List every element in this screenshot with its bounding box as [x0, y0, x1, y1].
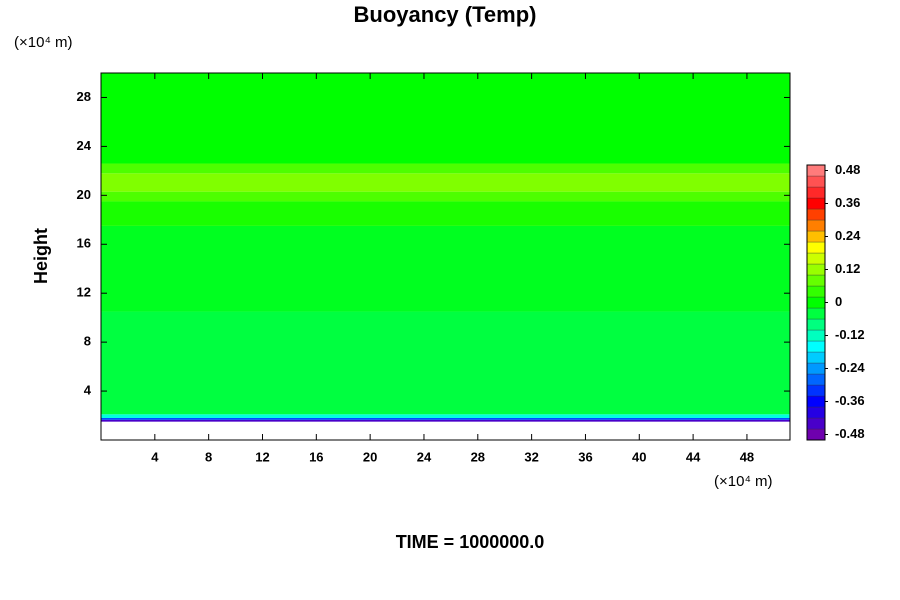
colorbar-step: [806, 263, 826, 276]
colorbar-step: [806, 175, 826, 188]
colorbar-tick-label: 0.12: [835, 261, 860, 276]
colorbar-step: [806, 373, 826, 386]
colorbar-step: [806, 274, 826, 287]
colorbar-tick-label: -0.36: [835, 393, 865, 408]
x-tick-label: 24: [417, 449, 432, 464]
colorbar-step: [806, 384, 826, 397]
y-tick-label: 16: [77, 236, 91, 251]
colorbar-step: [806, 164, 826, 177]
footer: TIME = 1000000.0: [396, 532, 545, 552]
y-tick-label: 12: [77, 285, 91, 300]
x-tick-label: 36: [578, 449, 592, 464]
colorbar-step: [806, 219, 826, 232]
colorbar-tick-label: -0.24: [835, 360, 865, 375]
x-unit-label: (×10⁴ m): [714, 473, 773, 490]
colorbar-step: [806, 395, 826, 408]
colorbar-tick-label: 0.48: [835, 162, 860, 177]
colorbar-step: [806, 186, 826, 199]
colorbar-step: [806, 428, 826, 441]
band: [101, 173, 790, 192]
colorbar-step: [806, 318, 826, 331]
plot-frame: [100, 72, 791, 441]
colorbar-tick-label: 0: [835, 294, 842, 309]
colorbar-tick-label: 0.36: [835, 195, 860, 210]
colorbar-tick-label: 0.24: [835, 228, 861, 243]
colorbar-step: [806, 285, 826, 298]
colorbar-step: [806, 307, 826, 320]
band: [101, 417, 790, 420]
band: [101, 419, 790, 422]
x-tick-label: 28: [471, 449, 485, 464]
colorbar-step: [806, 340, 826, 353]
y-tick-label: 24: [77, 138, 92, 153]
colorbar-step: [806, 208, 826, 221]
colorbar-step: [806, 351, 826, 364]
band: [101, 73, 790, 164]
y-axis-label: Height: [31, 228, 51, 284]
band: [101, 191, 790, 202]
y-tick-label: 20: [77, 187, 91, 202]
band: [101, 311, 790, 415]
colorbar-step: [806, 252, 826, 265]
band: [101, 414, 790, 418]
colorbar-tick-label: -0.12: [835, 327, 865, 342]
chart-title: Buoyancy (Temp): [354, 2, 537, 27]
colorbar-step: [806, 362, 826, 375]
x-tick-label: 12: [255, 449, 269, 464]
x-tick-label: 40: [632, 449, 646, 464]
y-tick-label: 4: [84, 383, 92, 398]
colorbar-step: [806, 329, 826, 342]
band: [101, 225, 790, 312]
x-tick-label: 32: [524, 449, 538, 464]
colorbar-step: [806, 417, 826, 430]
x-tick-label: 48: [740, 449, 754, 464]
y-tick-label: 8: [84, 334, 91, 349]
x-tick-label: 20: [363, 449, 377, 464]
colorbar-step: [806, 296, 826, 309]
colorbar-step: [806, 197, 826, 210]
x-tick-label: 44: [686, 449, 701, 464]
x-tick-label: 16: [309, 449, 323, 464]
colorbar-step: [806, 241, 826, 254]
colorbar-step: [806, 230, 826, 243]
colorbar-step: [806, 406, 826, 419]
band: [101, 201, 790, 226]
colorbar-tick-label: -0.48: [835, 426, 865, 441]
y-tick-label: 28: [77, 89, 91, 104]
y-unit-label: (×10⁴ m): [14, 34, 73, 51]
x-tick-label: 4: [151, 449, 159, 464]
x-tick-label: 8: [205, 449, 212, 464]
band: [101, 163, 790, 174]
